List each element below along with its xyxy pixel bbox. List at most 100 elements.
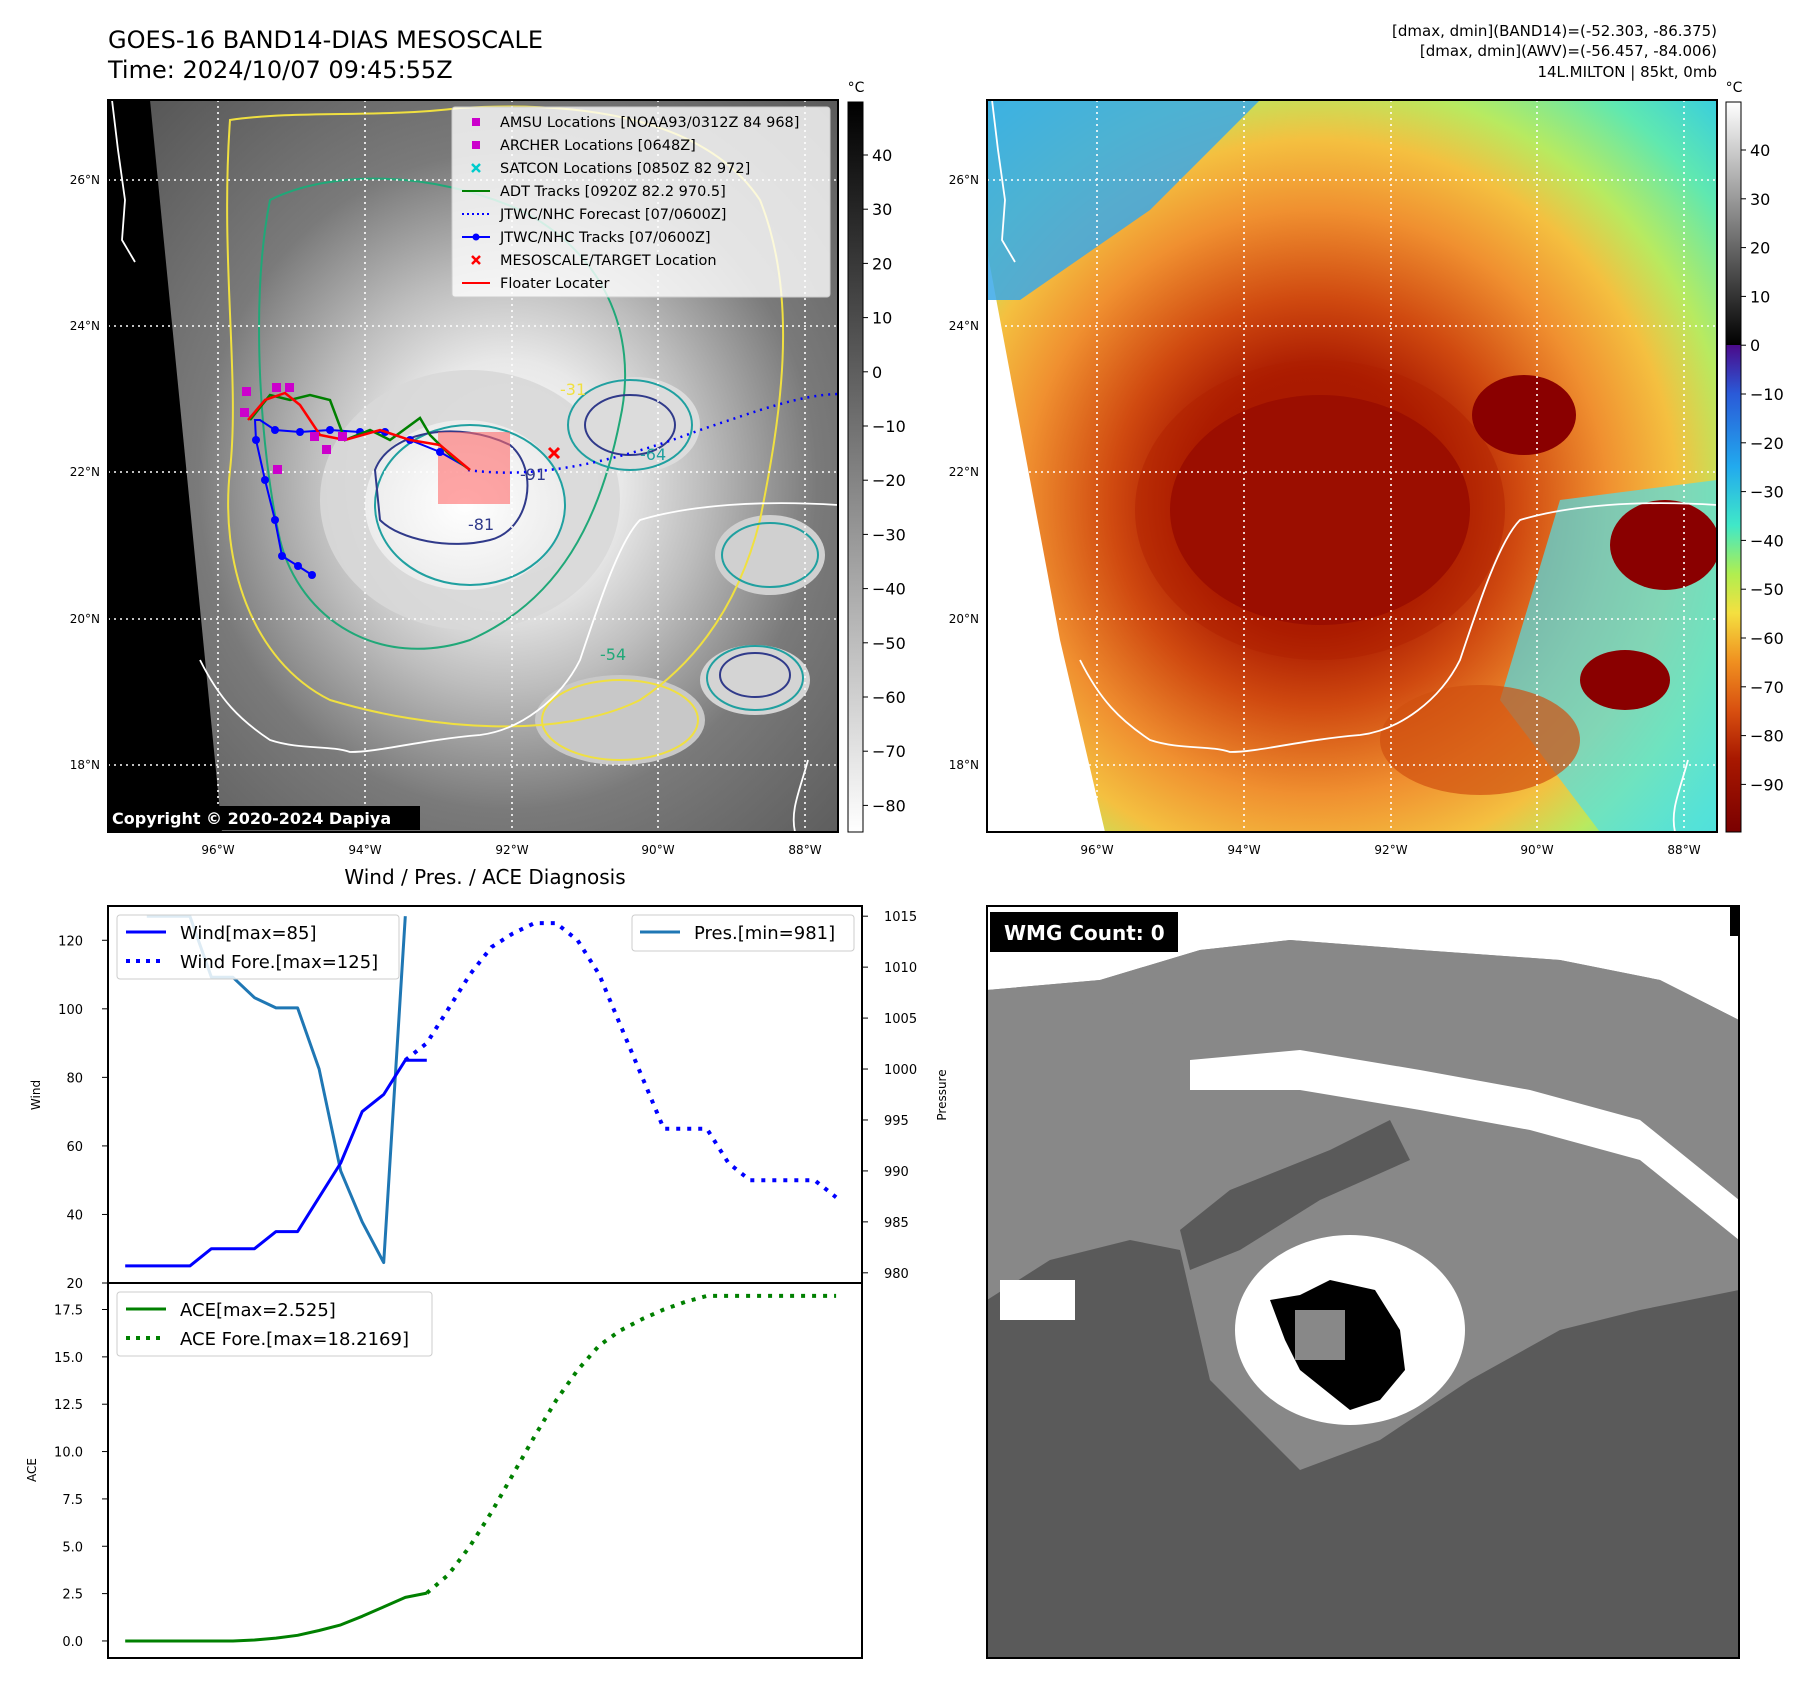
legend-marker-2 bbox=[471, 163, 481, 173]
contour-label-31: -31 bbox=[560, 380, 586, 399]
cb-gray-tick-9: −50 bbox=[872, 634, 906, 653]
pressure-tick-4: 1000 bbox=[884, 1063, 917, 1078]
cb-color-tick-12: −80 bbox=[1750, 727, 1784, 746]
contour-ne-64 bbox=[567, 379, 693, 471]
pressure-tick-2: 990 bbox=[884, 1165, 909, 1180]
cb-color-tick-0: 40 bbox=[1750, 141, 1770, 160]
chart-title: Wind / Pres. / ACE Diagnosis bbox=[344, 865, 625, 889]
wmg-white-patch-w bbox=[1000, 1280, 1075, 1320]
wmg-region-dark-band bbox=[1180, 1120, 1410, 1270]
colorbar-color-cold bbox=[1726, 345, 1741, 832]
legend-marker-1 bbox=[472, 141, 480, 149]
cb-gray-tick-12: −80 bbox=[872, 796, 906, 815]
ir-map-panel: -81 -31 -64 -54 -91 Copyright © 2020-202… bbox=[70, 80, 906, 857]
contour-label-91: -91 bbox=[520, 465, 546, 484]
ace-tick-4: 10.0 bbox=[54, 1446, 83, 1461]
adt-track bbox=[249, 393, 471, 471]
ace-axis-label: ACE bbox=[25, 1458, 39, 1482]
legend-wind-label: Wind[max=85] bbox=[180, 923, 317, 944]
cloud-band-s bbox=[535, 675, 705, 765]
pressure-axis-label: Pressure bbox=[935, 1069, 949, 1120]
legend-label-5: JTWC/NHC Tracks [07/0600Z] bbox=[499, 230, 711, 246]
colorbar-color-ticks: 40 30 20 10 0 −10 −20 −30 −40 −50 −60 −70 −80 −90 bbox=[1741, 141, 1784, 794]
wmg-region-gray-north bbox=[987, 940, 1739, 1050]
contour-label-54: -54 bbox=[600, 645, 626, 664]
wmg-region-dark-south bbox=[987, 1240, 1739, 1658]
legend-label-7: Floater Locater bbox=[500, 276, 609, 292]
cloud-cluster-e bbox=[715, 515, 825, 595]
ace-series-group bbox=[125, 1293, 837, 1643]
legend-label-1: ARCHER Locations [0648Z] bbox=[500, 138, 696, 154]
map-lon-tick-2: 92°W bbox=[495, 843, 528, 857]
cb-gray-tick-0: 40 bbox=[872, 146, 892, 165]
diagnosis-chart-panel: Wind / Pres. / ACE Diagnosis Wind Pressu… bbox=[25, 865, 949, 1659]
target-location-marker bbox=[547, 446, 561, 460]
ace-tick-5: 12.5 bbox=[54, 1398, 83, 1413]
ace-tick-0: 0.0 bbox=[62, 1635, 83, 1650]
cold-cluster-e bbox=[1610, 500, 1717, 590]
color-map-lat-tick-3: 20°N bbox=[949, 612, 979, 626]
copyright-text: Copyright © 2020-2024 Dapiya bbox=[112, 809, 391, 828]
contour-e-64 bbox=[721, 522, 819, 588]
contour-band-31 bbox=[541, 679, 699, 761]
legend-marker-0 bbox=[472, 118, 480, 126]
cb-color-tick-10: −60 bbox=[1750, 629, 1784, 648]
map-tick-labels: 96°W 94°W 92°W 90°W 88°W 26°N 24°N 22°N 20°N 18°N bbox=[70, 173, 822, 857]
coast-yucatan bbox=[792, 759, 809, 832]
cb-color-tick-9: −50 bbox=[1750, 580, 1784, 599]
contour-ne-cold bbox=[584, 394, 676, 456]
color-map-gridlines bbox=[987, 100, 1717, 832]
cb-color-tick-6: −20 bbox=[1750, 434, 1784, 453]
legend-pressure-label: Pres.[min=981] bbox=[694, 923, 835, 944]
ace-legend: ACE[max=2.525] ACE Fore.[max=18.2169] bbox=[116, 1291, 433, 1357]
map-lat-tick-0: 26°N bbox=[70, 173, 100, 187]
cold-ring bbox=[1135, 360, 1505, 660]
cb-color-tick-11: −70 bbox=[1750, 678, 1784, 697]
cold-core bbox=[1170, 395, 1470, 625]
legend-label-6: MESOSCALE/TARGET Location bbox=[500, 253, 717, 269]
wmg-corner-black bbox=[1730, 906, 1739, 936]
colorbar-gray-ticks: 40 30 20 10 0 −10 −20 −30 −40 −50 −60 −70 −80 bbox=[863, 146, 906, 815]
contour-se-64 bbox=[706, 645, 804, 711]
map-lat-tick-3: 20°N bbox=[70, 612, 100, 626]
dmax-dmin-band14: [dmax, dmin](BAND14)=(-52.303, -86.375) bbox=[1392, 22, 1717, 40]
mesoscale-target-box bbox=[438, 432, 510, 504]
cb-color-tick-7: −30 bbox=[1750, 483, 1784, 502]
pressure-tick-3: 995 bbox=[884, 1114, 909, 1129]
pressure-tick-6: 1010 bbox=[884, 961, 917, 976]
forecast-track bbox=[467, 392, 838, 474]
wind-tick-4: 100 bbox=[58, 1003, 83, 1018]
color-map-lat-tick-4: 18°N bbox=[949, 758, 979, 772]
dmax-dmin-awv: [dmax, dmin](AWV)=(-56.457, -84.006) bbox=[1419, 42, 1717, 60]
cold-cluster-ne bbox=[1472, 375, 1576, 455]
legend-marker-6 bbox=[471, 255, 481, 265]
cb-color-tick-4: 0 bbox=[1750, 336, 1760, 355]
cold-cluster-se bbox=[1580, 650, 1670, 710]
ace-line bbox=[125, 1591, 428, 1643]
legend-marker-dot-5 bbox=[472, 233, 480, 241]
cb-gray-tick-11: −70 bbox=[872, 742, 906, 761]
contour-label-81: -81 bbox=[468, 515, 494, 534]
colorbar-gray bbox=[847, 101, 864, 833]
figure-time: Time: 2024/10/07 09:45:55Z bbox=[108, 56, 453, 84]
ace-tick-2: 5.0 bbox=[62, 1540, 83, 1555]
legend-label-0: AMSU Locations [NOAA93/0312Z 84 968] bbox=[500, 115, 799, 131]
central-dense-overcast bbox=[365, 420, 565, 590]
warm-band-s bbox=[1380, 685, 1580, 795]
color-ir-panel: 96°W 94°W 92°W 90°W 88°W 26°N 24°N 22°N 20°N 18°N… bbox=[949, 80, 1784, 857]
contour-81 bbox=[373, 430, 529, 545]
color-map-lon-tick-2: 92°W bbox=[1374, 843, 1407, 857]
copyright-box bbox=[108, 806, 420, 830]
wmg-count-label: WMG Count: 0 bbox=[1004, 921, 1165, 945]
coast-texas bbox=[111, 100, 136, 263]
wind-tick-5: 120 bbox=[58, 934, 83, 949]
colorbar-gray-unit: °C bbox=[848, 80, 865, 96]
contour-label-64: -64 bbox=[640, 445, 666, 464]
color-map-tick-labels: 96°W 94°W 92°W 90°W 88°W 26°N 24°N 22°N 20°N 18°N bbox=[949, 173, 1701, 857]
map-lon-tick-0: 96°W bbox=[201, 843, 234, 857]
coastlines bbox=[111, 100, 838, 832]
map-lat-tick-4: 18°N bbox=[70, 758, 100, 772]
cb-color-tick-13: −90 bbox=[1750, 775, 1784, 794]
cb-gray-tick-3: 10 bbox=[872, 309, 892, 328]
